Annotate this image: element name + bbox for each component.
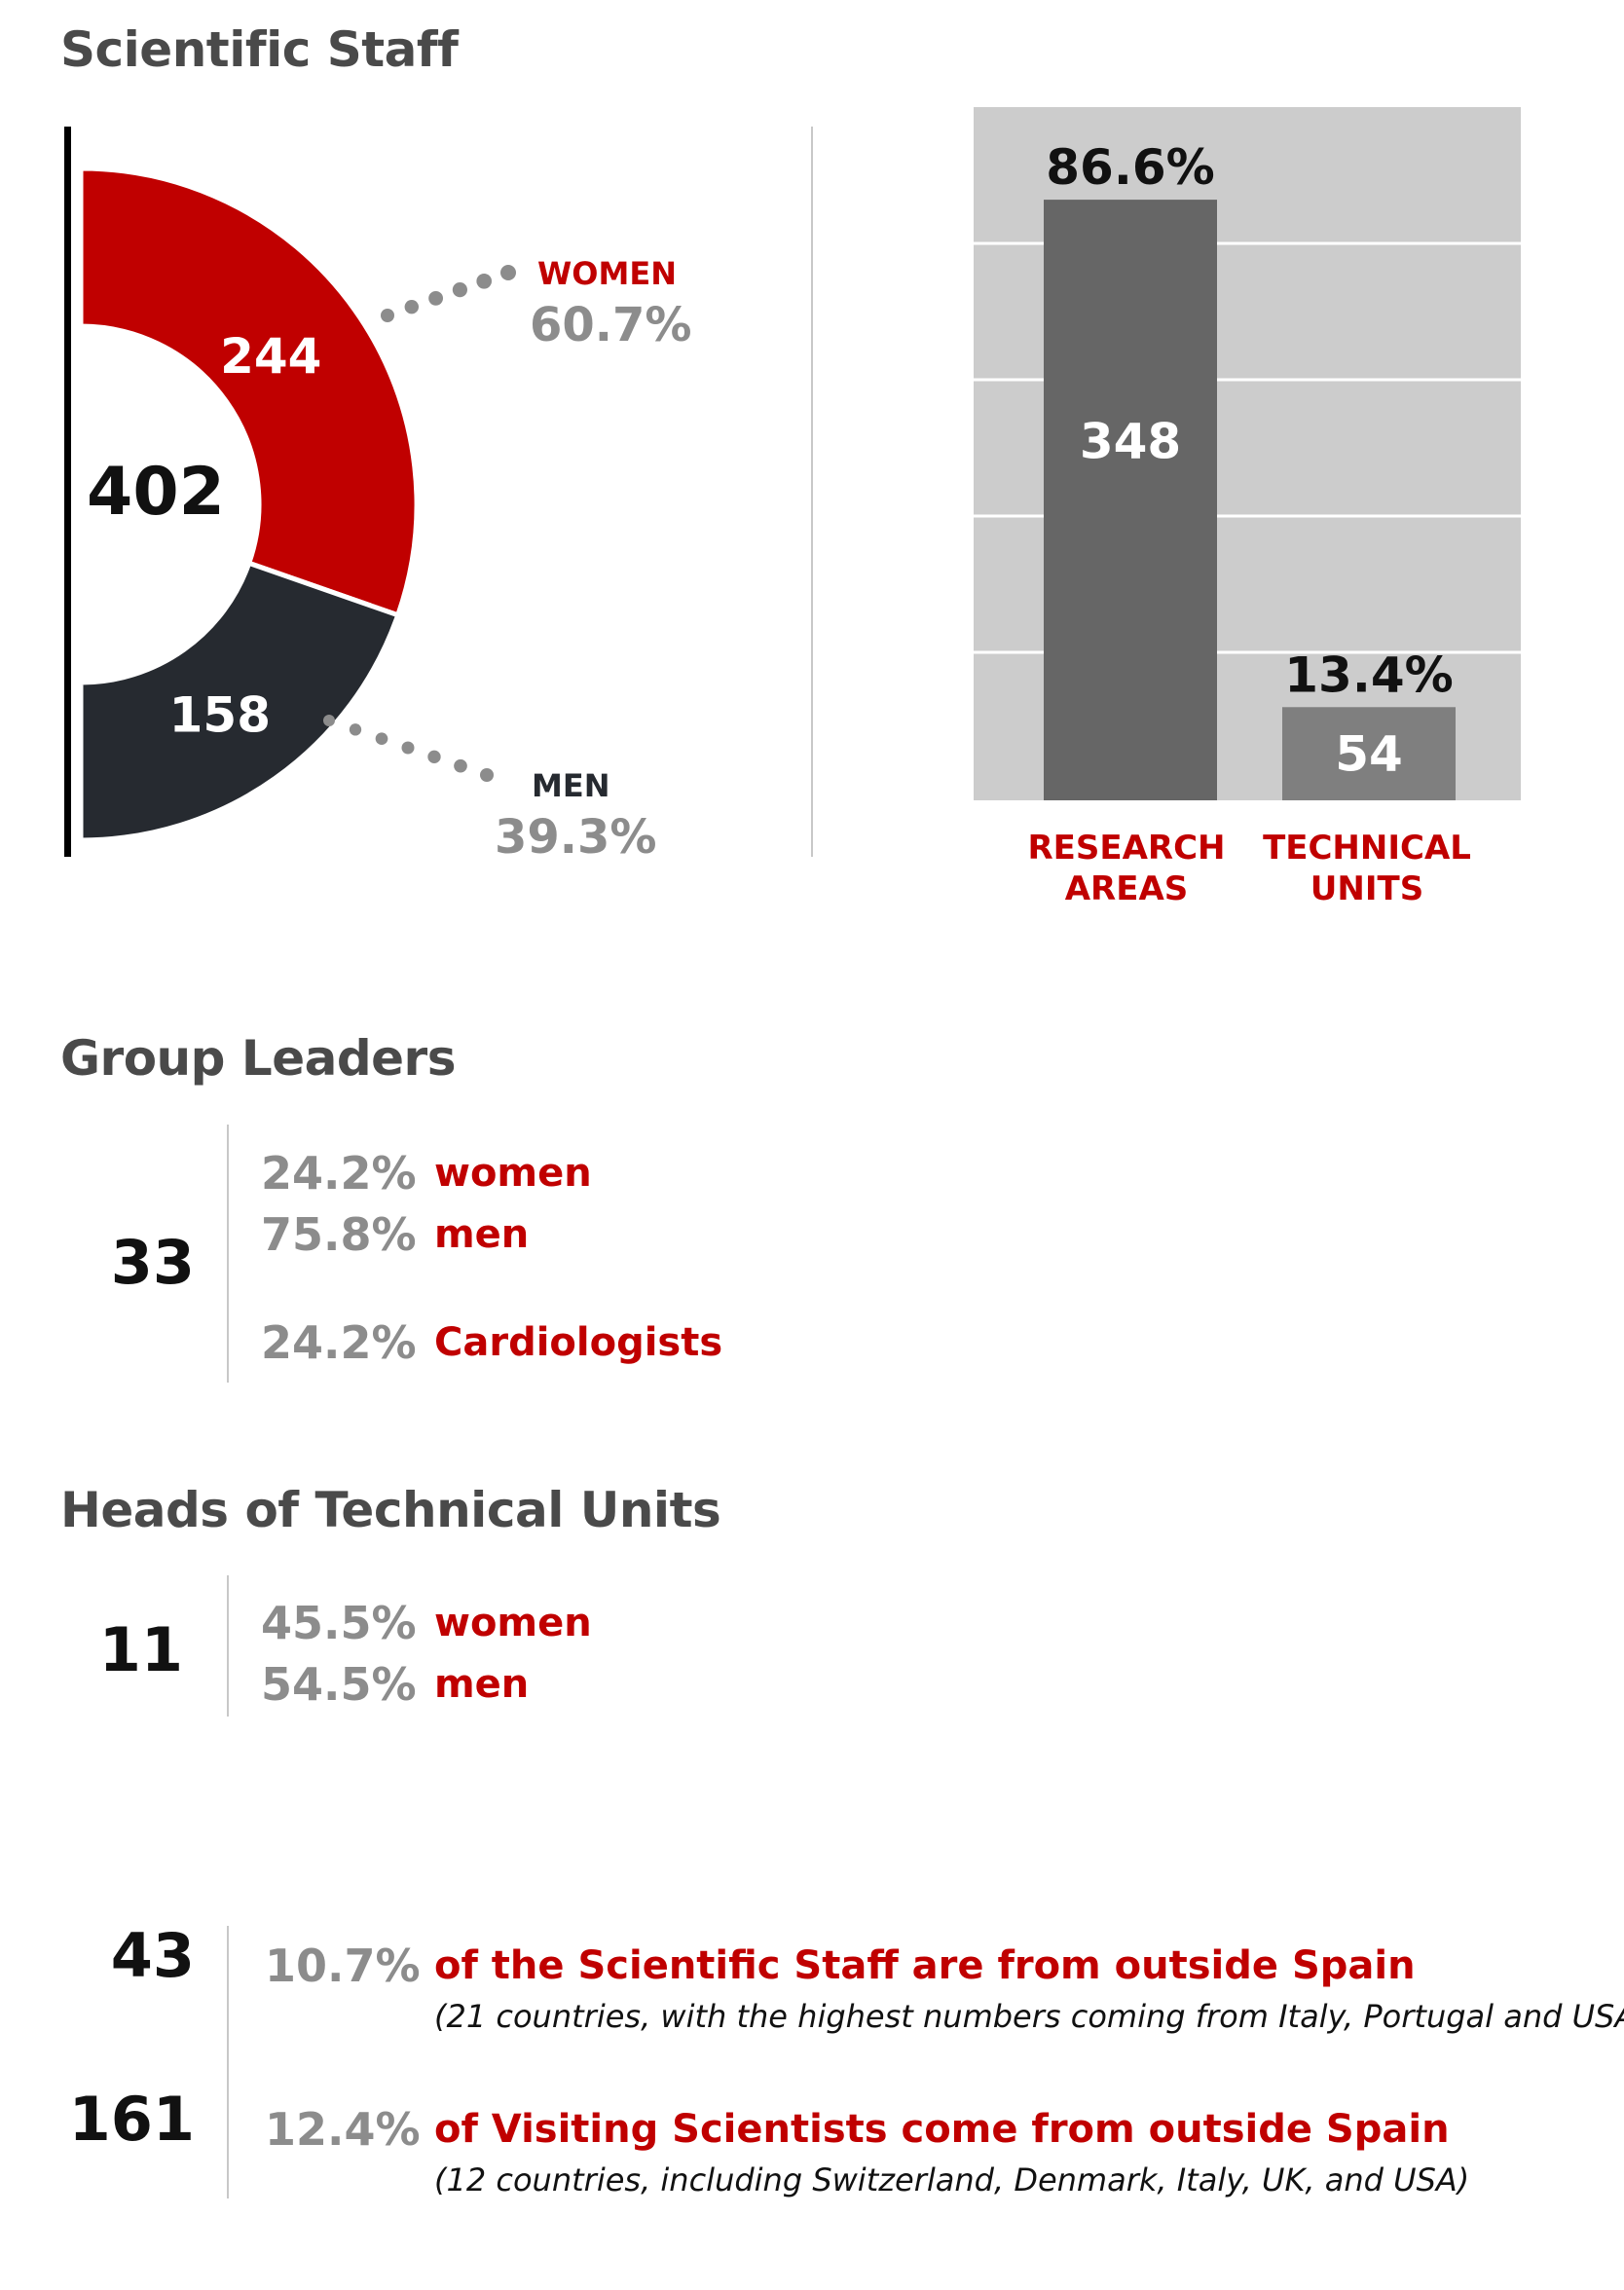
women-leader-dots (381, 265, 516, 322)
men-dot (454, 758, 467, 773)
men-leader-dots (323, 715, 494, 782)
group-leaders-women-pct: 24.2% (261, 1147, 417, 1200)
heads-technical-men-label: men (434, 1662, 530, 1707)
intl-staff-note: (21 countries, with the highest numbers … (434, 1998, 1624, 2035)
intl-staff-pct: 10.7% (265, 1939, 421, 1992)
donut-slice-women (78, 166, 420, 618)
men-dot (323, 715, 335, 726)
category-label-technical-units: TECHNICAL UNITS (1250, 828, 1484, 909)
men-value-label: 158 (169, 686, 271, 743)
men-dot (427, 750, 441, 763)
scientific-staff-title: Scientific Staff (60, 21, 459, 78)
women-dot (404, 300, 419, 314)
category-label-research-line2: AREAS (1064, 869, 1189, 908)
staff-area-bar-chart: 348 86.6% 54 13.4% (974, 107, 1521, 800)
group-leaders-men-label: men (434, 1212, 530, 1257)
bar-percent-label: 13.4% (1284, 646, 1453, 703)
men-dot (375, 732, 388, 746)
group-leaders-title: Group Leaders (60, 1030, 456, 1087)
category-label-technical-line1: TECHNICAL (1263, 829, 1471, 868)
heads-technical-divider (227, 1575, 229, 1717)
group-leaders-cardiologists-label: Cardiologists (434, 1320, 723, 1365)
donut-slice-men (78, 560, 401, 843)
women-dot (452, 282, 467, 298)
intl-visiting-label: of Visiting Scientists come from outside… (434, 2107, 1450, 2152)
women-legend-label: WOMEN (537, 255, 677, 292)
heads-technical-total: 11 (98, 1614, 183, 1685)
men-legend-label: MEN (532, 767, 610, 804)
intl-visiting-note: (12 countries, including Switzerland, De… (434, 2161, 1470, 2198)
intl-visiting-count: 161 (68, 2084, 195, 2155)
group-leaders-total: 33 (110, 1227, 195, 1298)
men-percent: 39.3% (495, 810, 657, 865)
women-value-label: 244 (220, 328, 321, 385)
women-dot (381, 309, 394, 322)
heads-technical-title: Heads of Technical Units (60, 1482, 721, 1538)
group-leaders-cardiologists-pct: 24.2% (261, 1316, 417, 1369)
category-label-research-areas: RESEARCH AREAS (1010, 828, 1243, 909)
heads-technical-women-pct: 45.5% (261, 1597, 417, 1649)
women-dot (500, 265, 516, 280)
men-dot (349, 723, 362, 736)
group-leaders-men-pct: 75.8% (261, 1208, 417, 1261)
group-leaders-women-label: women (434, 1151, 592, 1196)
donut-total-label: 402 (87, 454, 225, 531)
intl-staff-label: of the Scientific Staff are from outside… (434, 1943, 1416, 1988)
heads-technical-women-label: women (434, 1601, 592, 1645)
men-dot (480, 768, 494, 782)
donut-axis-line (64, 127, 71, 857)
bar-value-label: 54 (1335, 725, 1403, 782)
intl-staff-count: 43 (110, 1920, 195, 1991)
bar-research-areas (1044, 200, 1217, 800)
heads-technical-men-pct: 54.5% (261, 1658, 417, 1711)
group-leaders-divider (227, 1125, 229, 1383)
intl-visiting-pct: 12.4% (265, 2103, 421, 2156)
chart-divider (811, 127, 813, 857)
women-percent: 60.7% (530, 298, 692, 352)
bar-percent-label: 86.6% (1046, 139, 1214, 196)
women-dot (476, 274, 493, 289)
men-dot (401, 741, 415, 755)
international-divider (227, 1926, 229, 2198)
category-label-research-line1: RESEARCH (1027, 829, 1226, 868)
women-dot (428, 291, 443, 306)
bar-technical-units (1282, 707, 1456, 800)
category-label-technical-line2: UNITS (1310, 869, 1424, 908)
gender-half-donut-chart: 402 244 158 (64, 127, 516, 857)
bar-value-label: 348 (1080, 413, 1181, 469)
